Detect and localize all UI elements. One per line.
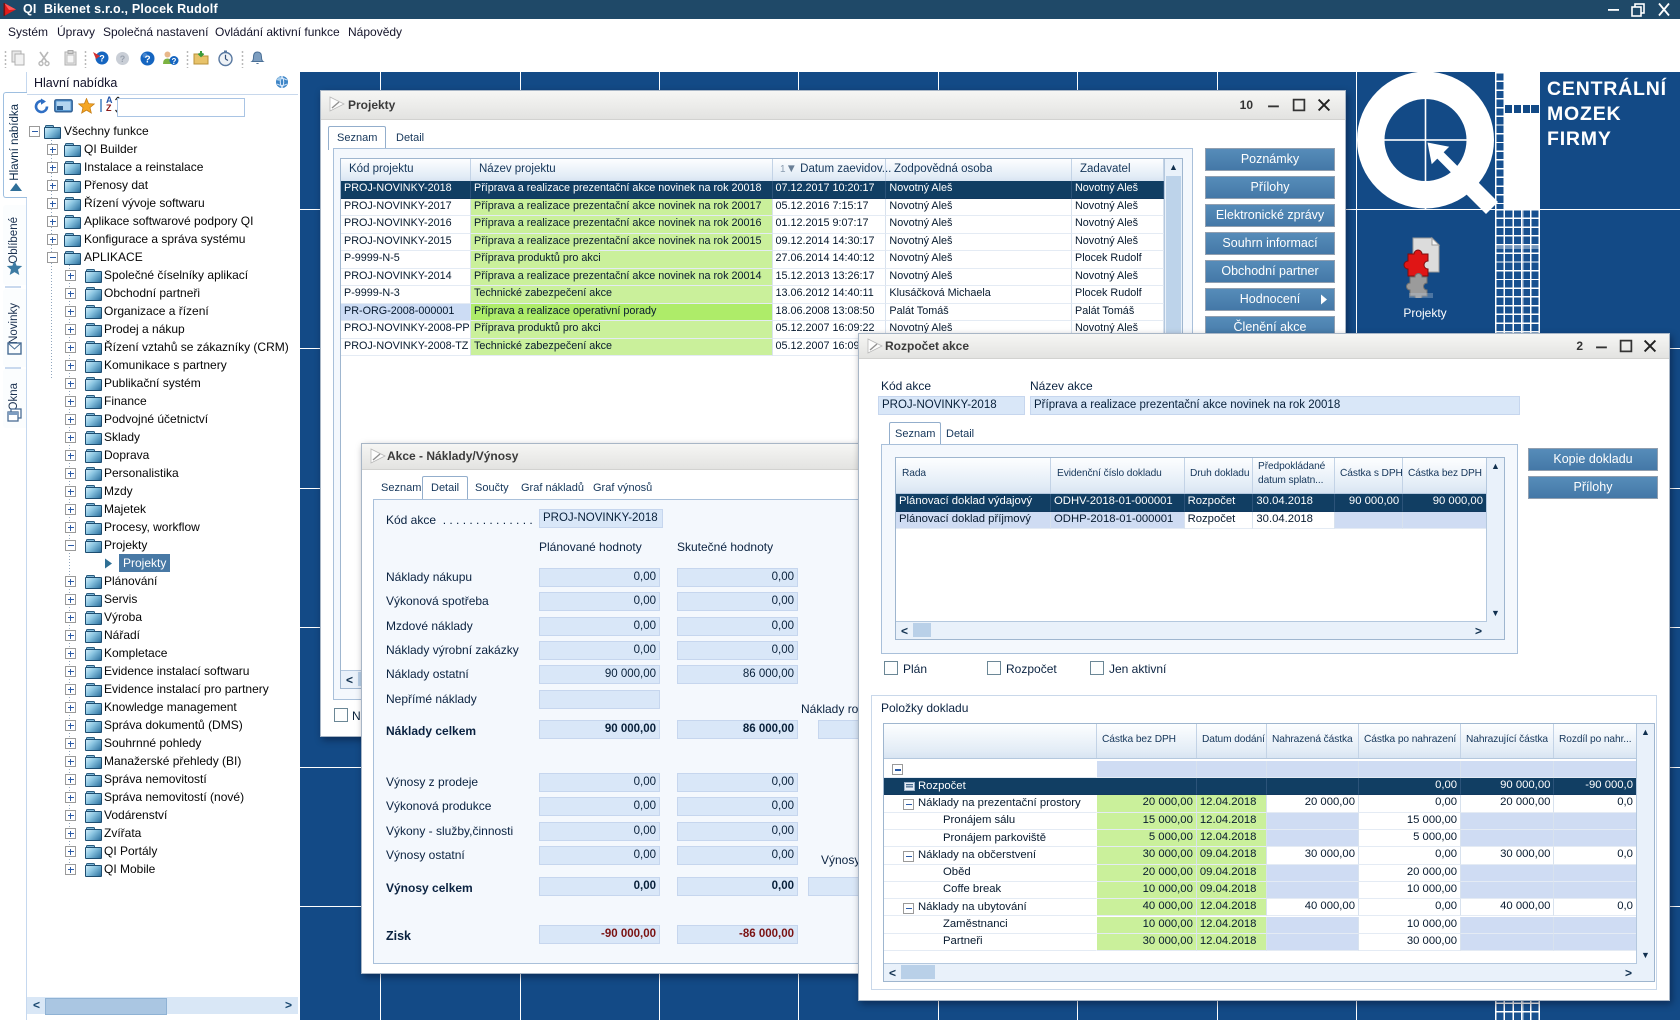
svg-text:?: ? — [120, 54, 126, 64]
svg-text:?: ? — [144, 55, 150, 66]
svg-text:?: ? — [99, 54, 105, 64]
svg-text:?: ? — [172, 57, 177, 66]
